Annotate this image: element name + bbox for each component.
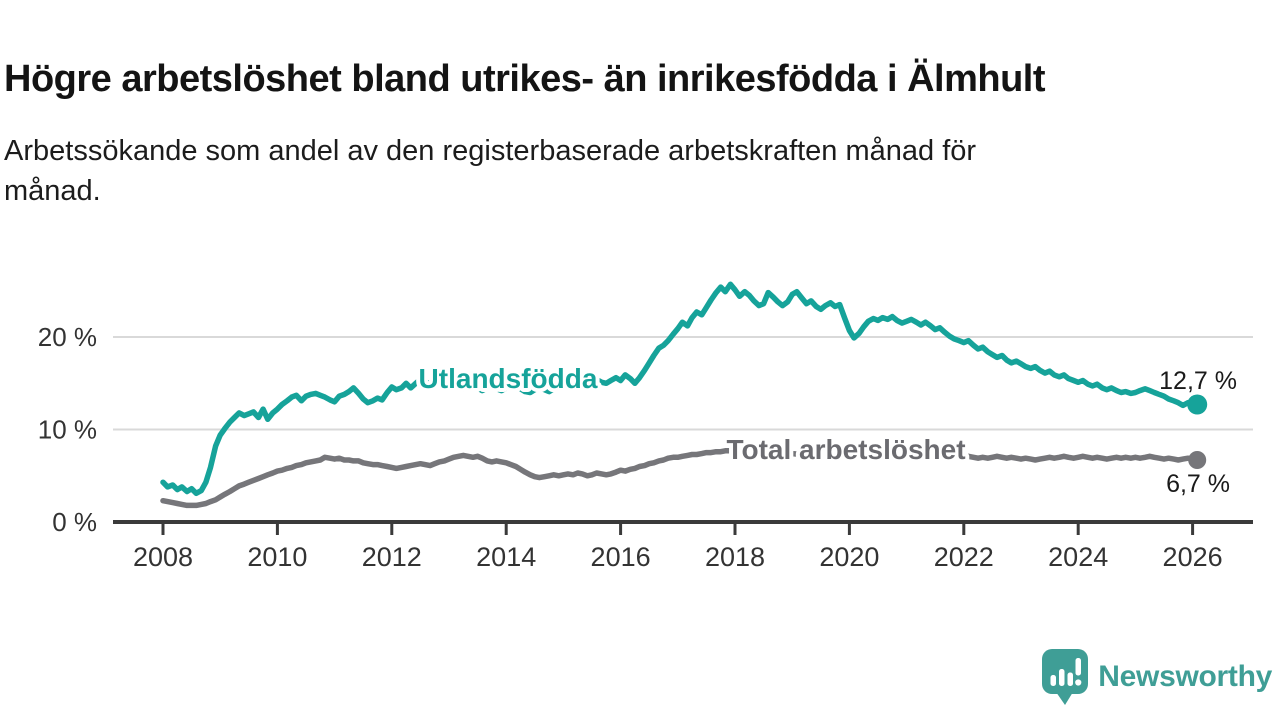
x-axis-tick-label-2010: 2010 [247,542,307,572]
series-label-utlandsfodda: Utlandsfödda [419,363,598,394]
axes: 2008 2010 2012 2014 2016 2018 2020 2022 2024 2026… [38,322,1253,572]
x-axis-tick-label-2018: 2018 [705,542,765,572]
newsworthy-brand-text: Newsworthy [1098,660,1272,693]
y-axis-tick-label-20: 20 % [38,322,97,352]
series-end-dots [1187,394,1208,469]
end-value-label-total-arbetsloshet: 6,7 % [1166,470,1230,498]
x-axis-tick-label-2016: 2016 [591,542,651,572]
x-axis-tick-label-2012: 2012 [362,542,422,572]
x-axis-tick-label-2020: 2020 [819,542,879,572]
x-axis-tick-label-2022: 2022 [934,542,994,572]
series-lines [160,281,1200,509]
chart-subtitle-line-2: månad. [4,175,101,208]
newsworthy-speech-bubble-bar-chart-icon [1042,649,1089,705]
y-axis-tick-label-10: 10 % [38,415,97,445]
gridlines [113,336,1253,431]
x-axis-tick-label-2024: 2024 [1048,542,1108,572]
series-line-total-arbetsl-shet [160,447,1200,509]
x-axis-tick-label-2014: 2014 [476,542,536,572]
x-axis-tick-label-2026: 2026 [1163,542,1223,572]
chart-subtitle: Arbetssökande som andel av den registerb… [4,131,1204,211]
page-title: Högre arbetslöshet bland utrikes- än inr… [4,58,1046,101]
y-axis-tick-label-0: 0 % [52,507,97,537]
series-end-dot-utlandsf-dda [1187,394,1208,415]
series-label-total-arbetsloshet: Total arbetslöshet [726,434,965,465]
end-value-label-utlandsfodda: 12,7 % [1159,367,1237,395]
x-axis-tick-label-2008: 2008 [133,542,193,572]
series-end-dot-total-arbetsl-shet [1188,451,1207,469]
chart-subtitle-line-1: Arbetssökande som andel av den registerb… [4,135,977,167]
series-line-utlandsf-dda [160,281,1200,497]
newsworthy-logo: Newsworthy [1041,648,1272,706]
